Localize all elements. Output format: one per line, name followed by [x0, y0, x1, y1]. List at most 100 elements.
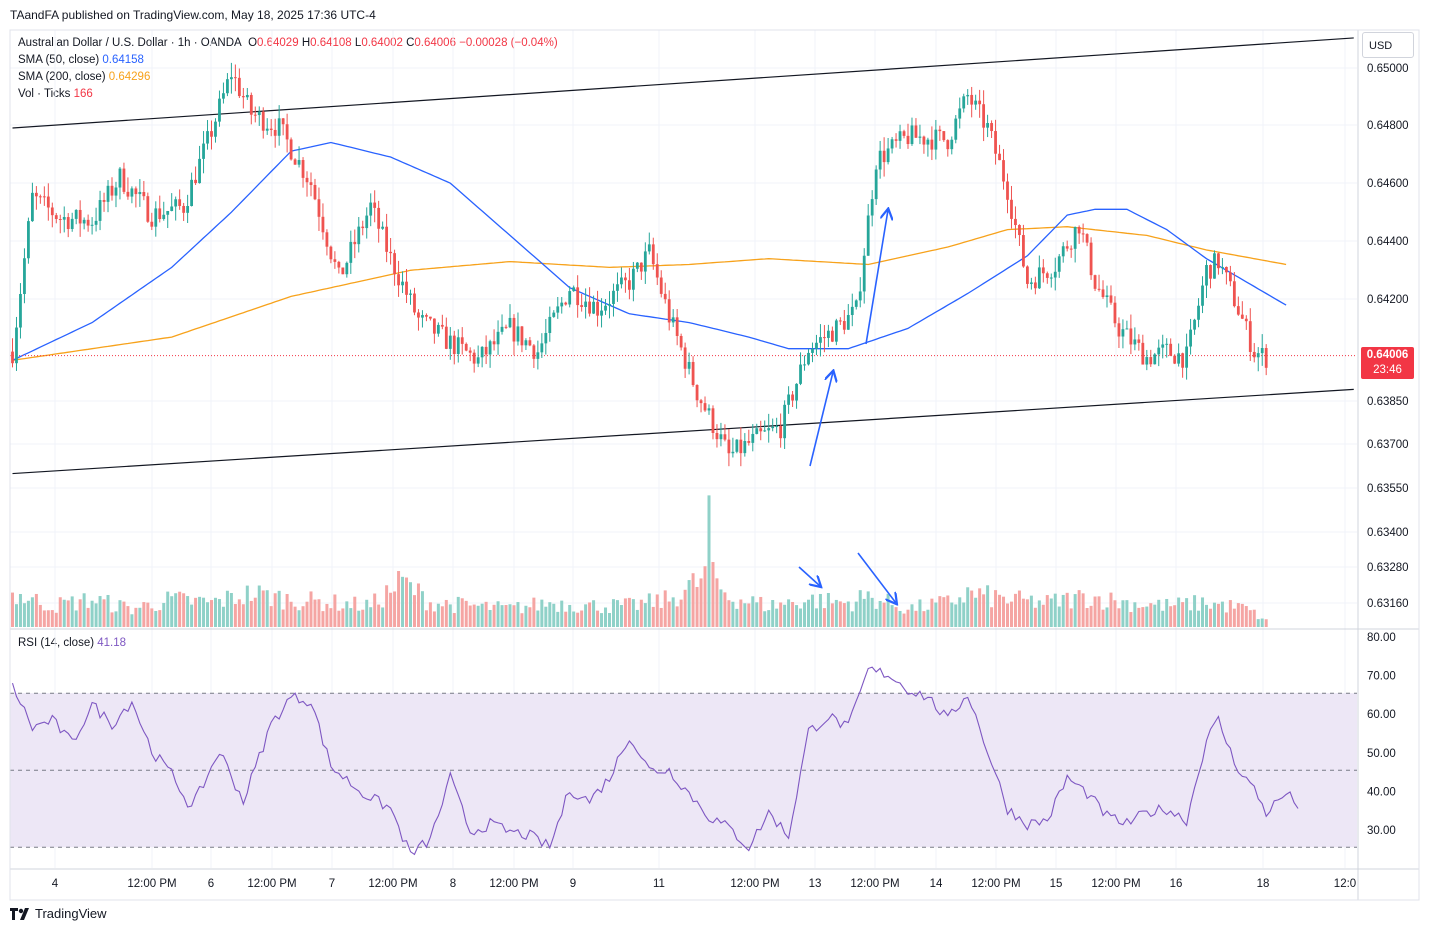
symbol-row[interactable]: Australian Dollar / U.S. Dollar · 1h · O… — [18, 35, 558, 52]
volume-bar — [735, 608, 739, 627]
volume-bar — [930, 598, 934, 627]
candle-body — [850, 306, 854, 316]
volume-bar — [711, 562, 715, 627]
sma50-row[interactable]: SMA (50, close) 0.64158 — [18, 52, 558, 69]
candle-body — [365, 215, 369, 229]
time-tick-label: 6 — [208, 878, 214, 890]
candle-body — [1073, 226, 1077, 249]
volume-bar — [1201, 597, 1205, 627]
candle-body — [46, 196, 50, 208]
volume-bar — [58, 597, 62, 627]
volume-bar — [14, 604, 18, 627]
volume-bar — [90, 600, 94, 627]
candle-body — [1081, 233, 1085, 235]
candle-body — [253, 114, 257, 116]
volume-row[interactable]: Vol · Ticks 166 — [18, 86, 558, 103]
candle-body — [150, 221, 154, 227]
volume-bar — [814, 608, 818, 627]
volume-bar — [18, 594, 22, 627]
volume-bar — [520, 613, 524, 627]
candle-body — [1169, 343, 1173, 356]
volume-bar — [313, 599, 317, 627]
volume-bar — [926, 609, 930, 627]
candle-body — [767, 428, 771, 431]
candle-body — [341, 267, 345, 275]
low-label: L — [354, 37, 362, 49]
candle-body — [564, 302, 568, 305]
candle-body — [942, 131, 946, 141]
volume-bar — [524, 605, 528, 627]
candle-body — [580, 305, 584, 307]
volume-bar — [584, 604, 588, 627]
volume-bar — [213, 597, 217, 627]
candle-body — [870, 199, 874, 216]
candle-body — [612, 290, 615, 304]
candle-body — [317, 199, 321, 217]
volume-bar — [1228, 600, 1232, 627]
volume-bar — [317, 599, 321, 627]
volume-bar — [166, 591, 170, 627]
rsi-legend[interactable]: RSI (14, close) 41.18 — [18, 637, 126, 649]
volume-bar — [914, 610, 918, 627]
candle-body — [289, 139, 293, 160]
volume-bar — [723, 592, 727, 627]
volume-bar — [1093, 596, 1097, 627]
price-tick-label: 0.63700 — [1367, 439, 1409, 451]
volume-bar — [1244, 606, 1248, 627]
volume-bar — [739, 599, 743, 627]
sma200-row[interactable]: SMA (200, close) 0.64296 — [18, 69, 558, 86]
volume-bar — [1041, 604, 1045, 627]
candle-body — [444, 326, 448, 349]
volume-bar — [1006, 603, 1009, 627]
volume-bar — [206, 602, 210, 627]
candle-body — [237, 77, 241, 97]
candle-body — [1193, 319, 1196, 330]
tradingview-logo[interactable]: TradingView — [10, 906, 107, 921]
candle-body — [978, 100, 982, 105]
open-value: 0.64029 — [257, 37, 299, 49]
currency-selector[interactable]: USD — [1362, 32, 1414, 58]
candle-body — [659, 277, 663, 294]
candle-body — [210, 131, 213, 137]
volume-bar — [1045, 595, 1049, 627]
volume-bar — [679, 599, 683, 627]
candle-body — [743, 440, 747, 454]
candle-body — [305, 177, 309, 183]
volume-bar — [1256, 619, 1260, 627]
volume-bar — [1145, 606, 1149, 627]
volume-bar — [472, 604, 476, 627]
volume-bar — [791, 601, 795, 627]
candle-body — [687, 361, 691, 369]
volume-bar — [906, 609, 910, 627]
volume-bar — [866, 591, 870, 627]
volume-bar — [1017, 590, 1021, 627]
sma200-value: 0.64296 — [108, 71, 151, 83]
candle-body — [874, 169, 878, 200]
volume-bar — [659, 607, 663, 627]
candle-body — [194, 179, 197, 184]
volume-bar — [353, 596, 357, 627]
candle-body — [1189, 329, 1192, 347]
rsi-line — [11, 666, 1299, 856]
volume-bar — [1021, 598, 1025, 627]
candle-body — [731, 451, 735, 454]
candle-body — [333, 259, 337, 262]
candle-body — [1061, 246, 1065, 257]
candle-body — [556, 306, 560, 313]
volume-bar — [309, 591, 313, 627]
candle-body — [401, 281, 404, 286]
candle-body — [838, 320, 842, 322]
volume-bar — [1077, 590, 1081, 627]
candle-body — [222, 93, 225, 99]
time-tick-label: 16 — [1170, 878, 1183, 890]
candle-body — [1026, 266, 1029, 284]
volume-bar — [190, 604, 194, 627]
volume-bar — [974, 597, 978, 627]
candle-body — [858, 291, 862, 301]
rsi-series-line — [11, 666, 1299, 856]
candle-body — [1240, 314, 1244, 319]
candle-body — [337, 261, 341, 268]
volume-bar — [369, 607, 373, 627]
volume-bar — [110, 612, 114, 627]
